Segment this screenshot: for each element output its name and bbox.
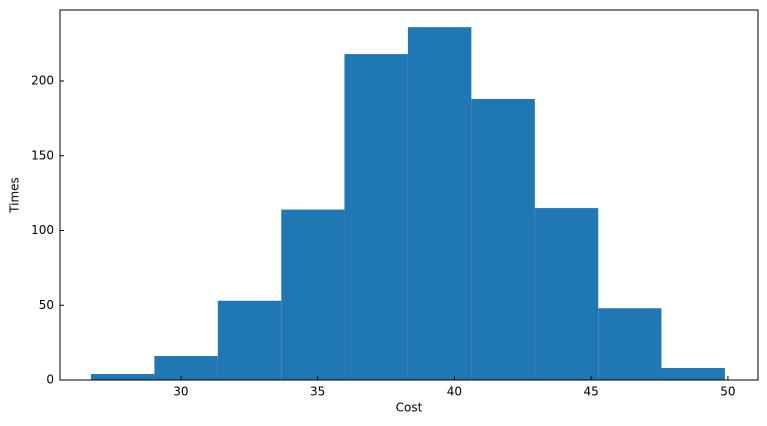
bar: [90, 374, 155, 380]
y-axis-label: Times: [8, 177, 22, 214]
x-tick-label: 40: [447, 385, 462, 399]
bar: [534, 208, 599, 380]
bar: [598, 308, 662, 380]
bar: [344, 54, 408, 380]
x-tick-label: 35: [310, 385, 325, 399]
y-tick-label: 200: [31, 74, 54, 88]
y-tick-label: 100: [31, 223, 54, 237]
x-tick-label: 50: [720, 385, 735, 399]
bar: [281, 209, 345, 380]
y-tick-label: 50: [39, 298, 54, 312]
x-tick-label: 30: [173, 385, 188, 399]
y-tick-label: 150: [31, 148, 54, 162]
x-axis-label: Cost: [396, 401, 423, 415]
bar: [661, 368, 725, 380]
bar: [471, 98, 535, 380]
bar: [217, 300, 282, 380]
bar: [407, 27, 472, 380]
bar: [154, 356, 218, 380]
x-tick-label: 45: [584, 385, 599, 399]
plot-frame: [59, 9, 759, 381]
y-tick-label: 0: [46, 373, 54, 387]
